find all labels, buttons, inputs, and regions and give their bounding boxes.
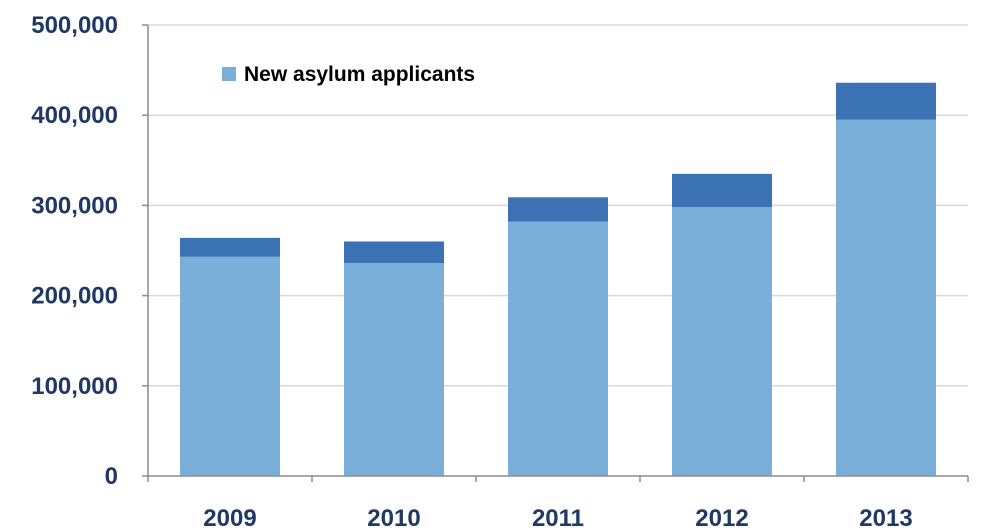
x-tick-label: 2009: [203, 505, 256, 530]
legend-label: New asylum applicants: [244, 63, 475, 86]
bars: [180, 82, 936, 477]
bar-segment-new-applicants: [672, 207, 772, 477]
x-tick-label: 2012: [695, 505, 748, 530]
y-tick-labels: 0 100,000 200,000 300,000 400,000 500,000: [31, 12, 118, 490]
legend: New asylum applicants: [222, 63, 475, 86]
y-tick-label: 100,000: [31, 373, 118, 400]
bar-segment-top: [836, 82, 936, 120]
legend-swatch: [222, 67, 236, 81]
x-tick-label: 2011: [532, 505, 584, 530]
bar-segment-new-applicants: [180, 256, 280, 476]
bar-segment-new-applicants: [836, 119, 936, 477]
y-tick-label: 200,000: [31, 283, 118, 310]
y-tick-label: 0: [105, 463, 118, 490]
bar-segment-new-applicants: [508, 221, 608, 476]
x-tick-label: 2013: [859, 505, 912, 530]
y-tick-label: 500,000: [31, 12, 118, 39]
axes: [142, 24, 969, 482]
y-tick-label: 400,000: [31, 102, 118, 129]
bar-segment-new-applicants: [344, 263, 444, 476]
bar-segment-top: [180, 237, 280, 257]
y-tick-label: 300,000: [31, 192, 118, 219]
x-tick-labels: 2009 2010 2011 2012 2013: [203, 505, 912, 530]
bar-segment-top: [508, 197, 608, 222]
bar-segment-top: [672, 173, 772, 208]
x-tick-label: 2010: [367, 505, 420, 530]
bar-segment-top: [344, 241, 444, 264]
